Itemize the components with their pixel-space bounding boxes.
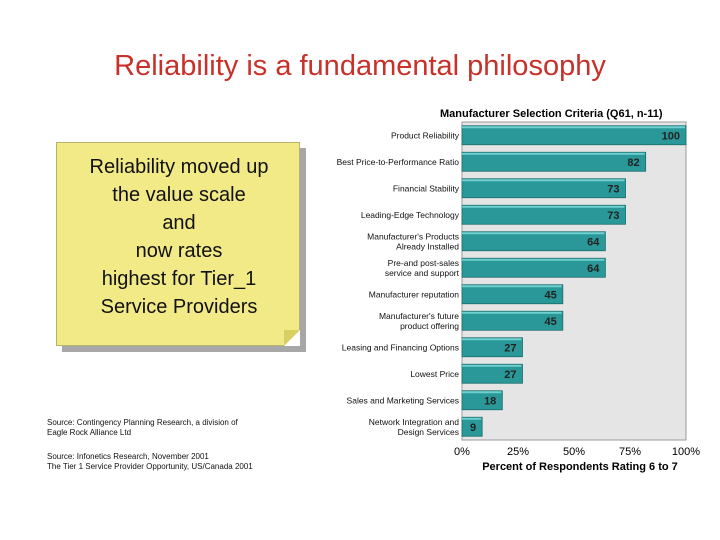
sticky-note: Reliability moved up the value scale and…: [56, 142, 300, 346]
bar-chart: 100 Product Reliability 82 Best Price-to-Pe…: [337, 121, 700, 473]
chart-title: Manufacturer Selection Criteria (Q61, n-…: [440, 108, 663, 120]
bar: [461, 284, 564, 305]
x-tick-label: 25%: [507, 446, 529, 458]
data-label: 64: [587, 236, 600, 248]
category-label: Lowest Price: [410, 369, 459, 379]
category-label: Manufacturer's Products Already Installed: [367, 231, 459, 251]
data-label: 18: [484, 395, 496, 407]
data-label: 27: [504, 369, 516, 381]
bar: [461, 231, 606, 252]
category-label: Leading-Edge Technology: [361, 210, 460, 220]
source-citation-1: Source: Contingency Planning Research, a…: [47, 418, 238, 437]
data-label: 100: [662, 130, 680, 142]
data-label: 73: [607, 210, 619, 222]
category-label: Best Price-to-Performance Ratio: [337, 157, 460, 167]
data-label: 64: [587, 263, 600, 275]
category-label: Product Reliability: [391, 130, 460, 140]
category-label: Manufacturer reputation: [369, 289, 460, 299]
bar: [461, 337, 523, 358]
data-label: 45: [545, 316, 557, 328]
data-label: 9: [470, 422, 476, 434]
category-label: Network Integration and Design Services: [369, 417, 460, 437]
category-label: Sales and Marketing Services: [347, 395, 459, 405]
x-tick-label: 100%: [672, 446, 700, 458]
bar: [461, 125, 687, 146]
bar: [461, 363, 523, 384]
data-label: 82: [627, 157, 639, 169]
bar: [461, 257, 606, 278]
bar: [461, 151, 647, 172]
source-citation-2: Source: Infonetics Research, November 20…: [47, 452, 253, 471]
x-tick-label: 0%: [454, 446, 470, 458]
bar: [461, 310, 564, 331]
x-axis-title: Percent of Respondents Rating 6 to 7: [482, 461, 678, 473]
category-label: Pre-and post-sales service and support: [385, 258, 460, 278]
category-label: Leasing and Financing Options: [342, 342, 459, 352]
bar: [461, 390, 503, 411]
x-tick-label: 75%: [619, 446, 641, 458]
x-tick-label: 50%: [563, 446, 585, 458]
plot-area: [461, 121, 687, 441]
category-label: Manufacturer's future product offering: [379, 311, 459, 331]
data-label: 73: [607, 183, 619, 195]
bar: [461, 178, 626, 199]
data-label: 27: [504, 342, 516, 354]
note-text: Reliability moved up the value scale and…: [89, 156, 269, 318]
note-fold: [284, 330, 300, 346]
data-label: 45: [545, 289, 557, 301]
bar: [461, 416, 483, 437]
slide-title: Reliability is a fundamental philosophy: [114, 50, 606, 82]
bar: [461, 204, 626, 225]
category-label: Financial Stability: [393, 183, 460, 193]
